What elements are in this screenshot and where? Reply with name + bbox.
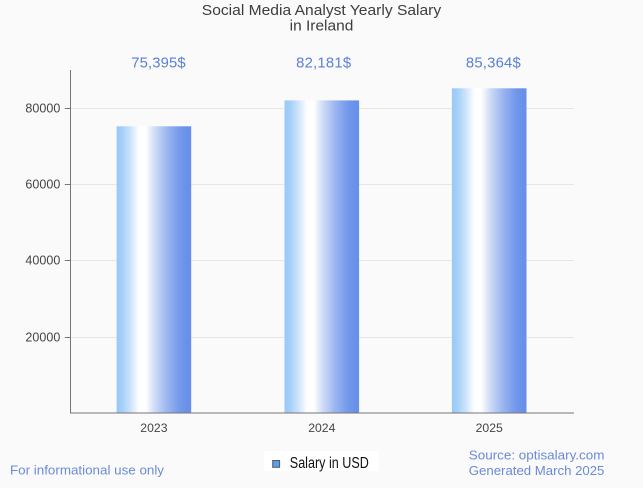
svg-text:Generated March 2025: Generated March 2025: [469, 463, 605, 478]
svg-text:85,364$: 85,364$: [466, 56, 521, 72]
svg-text:For informational use only: For informational use only: [10, 463, 164, 478]
svg-text:2024: 2024: [308, 421, 335, 435]
svg-text:Social Media Analyst Yearly Sa: Social Media Analyst Yearly Salary: [202, 3, 442, 19]
svg-text:20000: 20000: [25, 330, 60, 344]
svg-text:Source: optisalary.com: Source: optisalary.com: [469, 447, 605, 462]
svg-text:40000: 40000: [25, 253, 60, 267]
svg-text:2023: 2023: [140, 421, 167, 435]
svg-text:Salary in USD: Salary in USD: [290, 455, 369, 472]
svg-text:2025: 2025: [476, 421, 503, 435]
svg-text:60000: 60000: [25, 177, 60, 191]
svg-text:in Ireland: in Ireland: [290, 18, 354, 34]
svg-text:75,395$: 75,395$: [131, 56, 185, 72]
svg-text:80000: 80000: [25, 101, 60, 115]
svg-text:82,181$: 82,181$: [296, 56, 351, 72]
